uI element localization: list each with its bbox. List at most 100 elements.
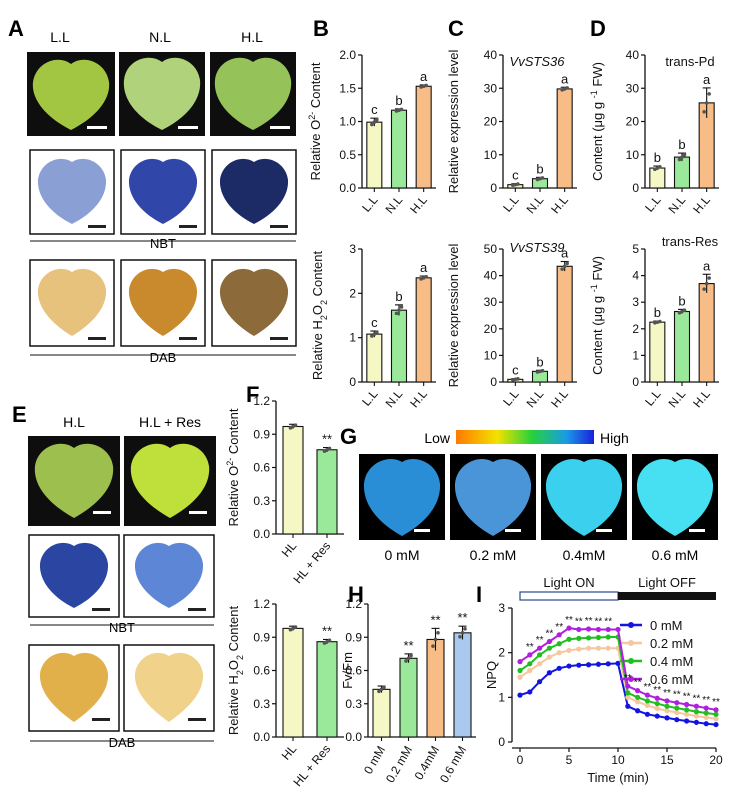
I-point-2-5: [566, 636, 572, 642]
panel-label-g: G: [340, 424, 357, 449]
I-sig-20: **: [712, 697, 720, 708]
F2-ytick-label-4: 1.2: [253, 597, 270, 611]
B2-sig-0: c: [371, 315, 378, 330]
I-point-2-15: [664, 703, 670, 709]
D1-point-1-1: [680, 155, 684, 159]
I-point-2-18: [693, 709, 700, 715]
H-point-1-1: [406, 656, 411, 661]
B2-xtick-label-0: L.L: [359, 387, 381, 409]
H-sig-1: **: [403, 638, 413, 653]
D2-ytick-label-1: 1: [632, 348, 639, 362]
I-xtick-label-0: 0: [517, 753, 524, 767]
I-point-0-7: [586, 662, 592, 668]
D2-xtick-label-0: L.L: [642, 387, 664, 409]
I-point-0-17: [684, 718, 690, 724]
D1-ytick-label-1: 10: [626, 148, 640, 162]
I-point-0-1: [527, 689, 533, 695]
I-xtick-label-4: 20: [709, 753, 723, 767]
charts-layer: 0.0 0.5 1.0 1.5 2.0 c L.L b N.L a H.L Relative O2- …: [225, 48, 723, 789]
H-point-3-0: [458, 635, 462, 639]
D1-xtick-label-1: N.L: [666, 193, 689, 217]
I-point-3-5: [566, 625, 572, 631]
I-point-0-9: [605, 661, 611, 667]
B2-xtick-label-2: H.L: [407, 387, 430, 411]
I-point-1-8: [595, 645, 602, 651]
B2-bar-0: [366, 333, 383, 383]
panel-label-h: H: [348, 582, 364, 607]
I-point-1-18: [693, 713, 700, 719]
B2-point-1-2: [399, 305, 404, 309]
I-point-0-14: [654, 713, 660, 719]
light-on-label: Light ON: [543, 575, 594, 590]
I-point-2-6: [576, 635, 582, 641]
F1-ytick-label-2: 0.6: [253, 461, 270, 475]
H-point-3-1: [460, 631, 465, 635]
I-point-2-20: [713, 711, 719, 717]
B1-ytick-label-2: 1.0: [339, 115, 356, 129]
B2-ytick-label-1: 1: [349, 331, 356, 345]
D1-sig-0: b: [654, 150, 661, 165]
F2-ytick-label-3: 0.9: [253, 630, 270, 644]
D2-sig-0: b: [654, 305, 661, 320]
H-xtick-label-3: 0.6 mM: [437, 744, 469, 786]
leaf-e-nbt-label: NBT: [109, 620, 135, 635]
F1-point-1-2: [327, 446, 332, 451]
B1-sig-0: c: [371, 102, 378, 117]
I-point-3-8: [595, 626, 602, 633]
I-sig-2: **: [536, 635, 544, 646]
I-point-2-13: [644, 698, 651, 704]
I-point-2-19: [703, 710, 709, 716]
D1-sig-1: b: [678, 137, 685, 152]
C2-sig-1: b: [536, 354, 543, 369]
D1-xtick-label-2: H.L: [690, 193, 713, 217]
C2-point-2-2: [565, 261, 569, 266]
g-label-04: 0.4mM: [563, 547, 606, 563]
I-ytick-label-1: 1: [498, 690, 505, 704]
I-xtick-label-2: 10: [611, 753, 625, 767]
I-legend-marker-2: [628, 658, 634, 664]
D1-point-1-0: [677, 157, 682, 162]
B1-sig-1: b: [395, 93, 402, 108]
D2-bar-0: [649, 321, 666, 383]
I-sig-4: **: [555, 622, 563, 633]
C1-ytick-label-3: 30: [484, 81, 498, 95]
D2-xtick-label-1: N.L: [666, 387, 689, 411]
B1-xtick-label-0: L.L: [359, 193, 381, 215]
H-point-0-1: [379, 687, 384, 692]
D1-point-1-2: [682, 152, 687, 157]
B1-sig-2: a: [420, 69, 428, 84]
D2-bar-1: [673, 310, 691, 383]
D1-xtick-label-0: L.L: [642, 193, 664, 215]
C2-ytick-label-4: 40: [484, 269, 498, 283]
colorbar-low-label: Low: [424, 430, 451, 446]
H-xtick-label-1: 0.2 mM: [383, 744, 415, 786]
I-point-2-2: [537, 652, 543, 658]
F1-sig-1: **: [322, 432, 332, 447]
H-point-1-2: [409, 653, 413, 658]
I-legend-marker-3: [628, 676, 634, 682]
H-point-1-0: [404, 659, 408, 663]
C2-ytick-label-0: 0: [490, 375, 497, 389]
F2-bar-1: [316, 641, 338, 738]
I-point-3-17: [684, 701, 690, 708]
B1-ytick-label-1: 0.5: [339, 148, 356, 162]
D1-ytick-label-2: 20: [626, 115, 640, 129]
I-sig-16: **: [673, 690, 681, 701]
C2-point-1-2: [540, 368, 545, 373]
C1-sig-1: b: [536, 161, 543, 176]
B1-xtick-label-2: H.L: [407, 193, 430, 217]
I-sig-9: **: [604, 616, 612, 627]
C2-point-2-1: [562, 264, 567, 269]
I-point-3-10: [615, 626, 621, 633]
H-point-0-0: [377, 689, 381, 694]
D1-point-0-2: [658, 165, 662, 169]
F1-point-0-2: [293, 423, 298, 427]
F2-sig-1: **: [322, 623, 332, 638]
I-point-2-7: [586, 635, 592, 641]
D2-xtick-label-2: H.L: [690, 387, 713, 411]
light-off-bar: [618, 592, 716, 600]
B1-point-2-2: [424, 83, 428, 88]
H-ytick-label-0: 0.0: [345, 730, 362, 744]
C2-bar-2: [556, 265, 573, 383]
I-legend-label-1: 0.2 mM: [650, 636, 693, 651]
